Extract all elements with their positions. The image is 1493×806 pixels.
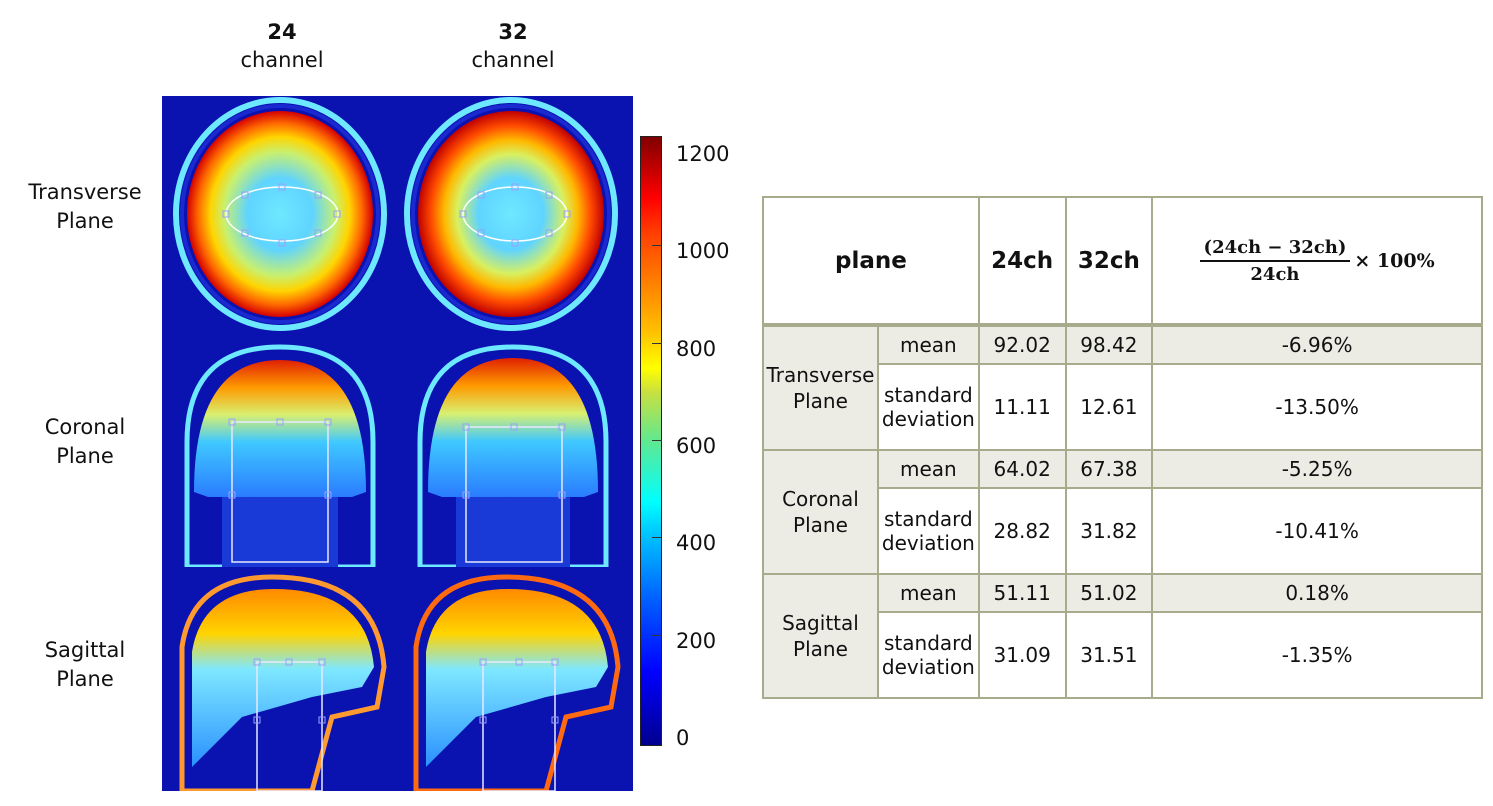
colorbar-tick-mark xyxy=(652,440,662,441)
plane-label-line1: Coronal xyxy=(782,487,859,511)
table-row: standard deviation 28.82 31.82 -10.41% xyxy=(763,487,1483,575)
stat-label: standard deviation xyxy=(876,611,980,699)
colorbar-tick-label: 200 xyxy=(676,628,717,653)
stat-label-line2: deviation xyxy=(881,407,975,431)
stat-label-line1: standard xyxy=(884,383,973,407)
column-word: channel xyxy=(471,48,555,72)
value-32ch: 31.51 xyxy=(1064,611,1154,699)
plane-cell-transverse: Transverse Plane xyxy=(762,324,879,451)
colorbar-tick-mark xyxy=(652,245,662,247)
value-32ch: 98.42 xyxy=(1064,324,1154,365)
row-label-line2: Plane xyxy=(56,444,114,468)
plane-label-line2: Plane xyxy=(793,389,848,413)
formula-fraction: (24ch − 32ch) 24ch xyxy=(1199,237,1351,285)
scan-sagittal-24ch xyxy=(162,567,398,791)
value-24ch: 28.82 xyxy=(977,487,1067,575)
formula-numerator: (24ch − 32ch) xyxy=(1199,237,1351,262)
value-24ch: 31.09 xyxy=(977,611,1067,699)
colorbar-tick-mark xyxy=(652,537,662,539)
header-24ch: 24ch xyxy=(977,196,1067,327)
plane-label-line1: Sagittal xyxy=(782,611,859,635)
colorbar-tick-label: 400 xyxy=(676,531,717,556)
stat-label-line2: deviation xyxy=(881,655,975,679)
plane-label-line2: Plane xyxy=(793,513,848,537)
value-24ch: 64.02 xyxy=(977,449,1067,489)
value-diff: -1.35% xyxy=(1151,611,1483,699)
colorbar-tick-label: 0 xyxy=(676,726,690,750)
value-32ch: 31.82 xyxy=(1064,487,1154,575)
row-label-line2: Plane xyxy=(56,667,114,691)
colorbar-tick-label: 1200 xyxy=(676,142,730,166)
value-24ch: 51.11 xyxy=(977,573,1067,613)
row-label-line1: Transverse xyxy=(28,180,142,204)
value-diff: -10.41% xyxy=(1151,487,1483,575)
row-label-line1: Coronal xyxy=(44,415,126,439)
table-row: Coronal Plane mean 64.02 67.38 -5.25% xyxy=(762,449,1483,575)
stat-label: standard deviation xyxy=(876,487,980,575)
header-plane: plane xyxy=(762,196,980,327)
formula-tail: × 100% xyxy=(1354,249,1435,272)
scan-sagittal-32ch xyxy=(398,567,633,791)
column-number: 24 xyxy=(267,20,297,44)
row-label-line1: Sagittal xyxy=(44,638,126,662)
stat-label: mean xyxy=(876,324,980,365)
stat-label-line2: deviation xyxy=(881,531,975,555)
table-header-row: plane 24ch 32ch (24ch − 32ch) 24ch × 100… xyxy=(762,196,1483,327)
scan-transverse-32ch xyxy=(398,96,633,332)
column-header-24: 24 channel xyxy=(222,18,342,74)
colorbar-tick-label: 1000 xyxy=(676,239,730,264)
formula-denominator: 24ch xyxy=(1250,263,1300,285)
table-row: Transverse Plane mean 92.02 98.42 -6.96% xyxy=(762,324,1483,451)
column-number: 32 xyxy=(498,20,528,44)
value-diff: -13.50% xyxy=(1151,363,1483,451)
row-label-line2: Plane xyxy=(56,209,114,233)
column-word: channel xyxy=(240,48,324,72)
value-diff: -5.25% xyxy=(1151,449,1483,489)
table-row: standard deviation 11.11 12.61 -13.50% xyxy=(763,363,1483,451)
row-header-transverse: Transverse Plane xyxy=(10,178,160,236)
scan-coronal-24ch xyxy=(162,332,398,567)
value-diff: -6.96% xyxy=(1151,324,1483,365)
value-diff: 0.18% xyxy=(1151,573,1483,613)
colorbar-tick-mark xyxy=(652,634,662,636)
scan-coronal-32ch xyxy=(398,332,633,567)
row-header-coronal: Coronal Plane xyxy=(10,413,160,471)
plane-label-line1: Transverse xyxy=(766,363,875,387)
table-row: Sagittal Plane mean 51.11 51.02 0.18% xyxy=(762,573,1483,699)
value-32ch: 51.02 xyxy=(1064,573,1154,613)
plane-label-line2: Plane xyxy=(793,637,848,661)
formula: (24ch − 32ch) 24ch × 100% xyxy=(1199,237,1435,285)
scan-transverse-24ch xyxy=(162,96,398,332)
header-32ch: 32ch xyxy=(1064,196,1154,327)
value-32ch: 12.61 xyxy=(1064,363,1154,451)
stat-label: mean xyxy=(876,573,980,613)
statistics-table: plane 24ch 32ch (24ch − 32ch) 24ch × 100… xyxy=(762,196,1483,699)
stat-label: mean xyxy=(876,449,980,489)
colorbar-tick-label: 800 xyxy=(676,336,717,361)
header-formula: (24ch − 32ch) 24ch × 100% xyxy=(1151,196,1483,327)
colorbar xyxy=(640,136,662,746)
value-24ch: 92.02 xyxy=(977,324,1067,365)
table-row: standard deviation 31.09 31.51 -1.35% xyxy=(763,611,1483,699)
stat-label-line1: standard xyxy=(884,631,973,655)
colorbar-tick-mark xyxy=(652,342,662,344)
value-32ch: 67.38 xyxy=(1064,449,1154,489)
stat-label: standard deviation xyxy=(876,363,980,451)
stat-label-line1: standard xyxy=(884,507,973,531)
value-24ch: 11.11 xyxy=(977,363,1067,451)
column-header-32: 32 channel xyxy=(453,18,573,74)
row-header-sagittal: Sagittal Plane xyxy=(10,636,160,694)
colorbar-tick-label: 600 xyxy=(676,434,717,458)
plane-cell-sagittal: Sagittal Plane xyxy=(762,573,879,699)
plane-cell-coronal: Coronal Plane xyxy=(762,449,879,575)
